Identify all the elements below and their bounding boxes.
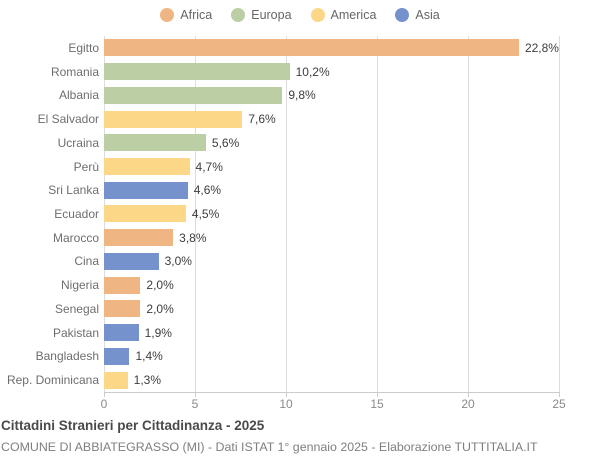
bar-row: Bangladesh 1,4% [0, 345, 600, 369]
x-tick-label: 15 [370, 397, 384, 411]
value-label: 3,8% [179, 230, 207, 245]
category-label: Ecuador [54, 206, 99, 221]
value-label: 4,7% [195, 159, 223, 174]
value-label: 1,9% [144, 325, 172, 340]
value-label: 2,0% [146, 278, 174, 293]
category-label: Rep. Dominicana [6, 373, 99, 388]
category-label: Ucraina [57, 135, 99, 150]
bar-el-salvador[interactable] [104, 110, 243, 128]
legend-item-america[interactable]: America [310, 8, 377, 22]
value-label: 1,3% [133, 373, 162, 388]
value-label: 4,5% [191, 206, 220, 221]
x-tick-label: 20 [461, 397, 475, 411]
bar-sri-lanka[interactable] [104, 181, 188, 199]
bar-row: Cina 3,0% [0, 250, 600, 274]
tick-mark [559, 392, 560, 397]
bar-row: Perù 4,7% [0, 155, 600, 179]
legend-label: America [330, 8, 377, 22]
legend-label: Asia [415, 8, 440, 22]
tick-mark [468, 392, 469, 397]
category-label: Cina [74, 254, 99, 269]
tick-mark [195, 392, 196, 397]
bar-ecuador[interactable] [104, 205, 186, 223]
x-tick-label: 25 [552, 397, 566, 411]
legend-swatch-icon [231, 8, 246, 22]
x-tick-label: 10 [279, 397, 293, 411]
bar-bangladesh[interactable] [104, 347, 130, 365]
gridline [286, 36, 287, 392]
gridline [377, 36, 378, 392]
category-label: Senegal [54, 301, 99, 316]
bar-row: Pakistan 1,9% [0, 321, 600, 345]
gridline [559, 36, 560, 392]
tick-mark [286, 392, 287, 397]
bar-cina[interactable] [104, 252, 159, 270]
value-label: 22,8% [524, 40, 559, 55]
x-axis: 0 5 10 15 20 25 [0, 397, 600, 411]
value-label: 5,6% [211, 135, 240, 150]
bar-row: Rep. Dominicana 1,3% [0, 368, 600, 392]
bar-row: El Salvador 7,6% [0, 107, 600, 131]
bar-nigeria[interactable] [104, 276, 141, 294]
category-label: Nigeria [60, 278, 99, 293]
legend-item-europa[interactable]: Europa [231, 8, 292, 22]
bar-row: Ucraina 5,6% [0, 131, 600, 155]
x-tick-label: 5 [191, 397, 199, 411]
gridline [468, 36, 469, 392]
category-label: Marocco [52, 230, 99, 245]
bar-row: Marocco 3,8% [0, 226, 600, 250]
bar-romania[interactable] [104, 63, 290, 81]
value-label: 10,2% [295, 64, 330, 79]
bar-senegal[interactable] [104, 300, 141, 318]
category-label: Romania [50, 64, 99, 79]
legend: Africa Europa America Asia [30, 7, 570, 23]
value-label: 9,8% [288, 88, 316, 103]
category-label: Albania [58, 88, 99, 103]
legend-item-asia[interactable]: Asia [395, 8, 440, 22]
bar-egitto[interactable] [104, 39, 519, 57]
legend-swatch-icon [160, 8, 175, 22]
value-label: 2,0% [146, 301, 174, 316]
bar-ucraina[interactable] [104, 134, 206, 152]
gridline [195, 36, 196, 392]
category-label: Egitto [68, 40, 99, 55]
legend-label: Africa [180, 8, 213, 22]
legend-swatch-icon [395, 8, 410, 22]
bar-albania[interactable] [104, 86, 283, 104]
bar-per-[interactable] [104, 158, 190, 176]
value-label: 7,6% [248, 112, 276, 127]
bar-row: Romania 10,2% [0, 60, 600, 84]
bar-row: Albania 9,8% [0, 83, 600, 107]
bar-row: Sri Lanka 4,6% [0, 178, 600, 202]
chart-title: Cittadini Stranieri per Cittadinanza - 2… [1, 418, 265, 433]
category-label: Sri Lanka [48, 183, 99, 198]
legend-swatch-icon [310, 8, 325, 22]
value-label: 4,6% [193, 183, 222, 198]
bar-marocco[interactable] [104, 229, 174, 247]
tick-mark [377, 392, 378, 397]
category-label: Perù [73, 159, 99, 174]
bars: Egitto 22,8% Romania 10,2% Albania 9,8% El Sal… [0, 36, 600, 392]
value-label: 1,4% [135, 349, 163, 364]
bar-pakistan[interactable] [104, 324, 139, 342]
bar-row: Nigeria 2,0% [0, 273, 600, 297]
bar-row: Egitto 22,8% [0, 36, 600, 60]
bar-row: Senegal 2,0% [0, 297, 600, 321]
category-label: El Salvador [37, 112, 99, 127]
legend-item-africa[interactable]: Africa [160, 8, 212, 22]
chart-subtitle: COMUNE DI ABBIATEGRASSO (MI) - Dati ISTA… [1, 440, 538, 454]
bar-rep-dominicana[interactable] [104, 371, 128, 389]
bar-row: Ecuador 4,5% [0, 202, 600, 226]
x-tick-label: 0 [100, 397, 108, 411]
category-label: Pakistan [52, 325, 99, 340]
tick-mark [104, 392, 105, 397]
legend-label: Europa [251, 8, 292, 22]
value-label: 3,0% [164, 254, 192, 269]
category-label: Bangladesh [35, 349, 99, 364]
